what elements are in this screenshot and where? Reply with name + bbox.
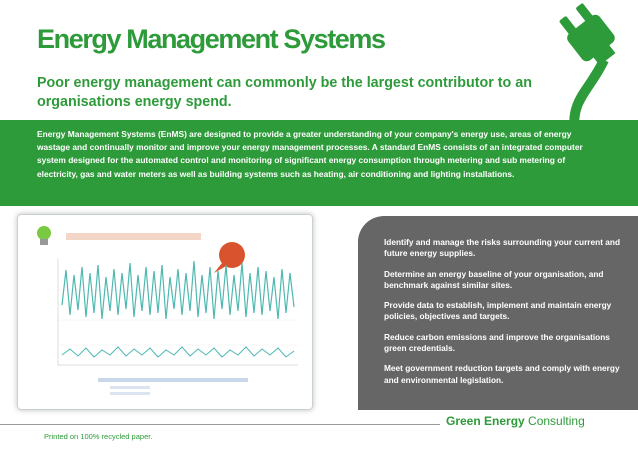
benefit-item: Reduce carbon emissions and improve the … <box>384 331 610 354</box>
note-bubble <box>214 242 245 273</box>
brand-bold: Green Energy <box>446 414 525 428</box>
benefits-list: Identify and manage the risks surroundin… <box>384 237 624 395</box>
energy-chart-card <box>17 214 313 410</box>
benefit-item: Meet government reduction targets and co… <box>384 363 620 385</box>
brand-rest: Consulting <box>524 414 585 428</box>
lightbulb-icon <box>37 226 51 245</box>
electric-plug-icon <box>559 3 616 132</box>
benefit-item: Determine an energy baseline of your org… <box>384 268 604 290</box>
energy-chart-image <box>37 226 298 395</box>
printed-note: Printed on 100% recycled paper. <box>44 432 153 441</box>
benefits-panel <box>358 216 638 410</box>
intro-band <box>0 120 638 206</box>
benefit-item: Provide data to establish, implement and… <box>384 300 612 322</box>
brand-name: Green Energy Consulting <box>446 414 585 428</box>
page-title: Energy Management Systems <box>37 24 386 54</box>
intro-text: Energy Management Systems (EnMS) are des… <box>37 129 583 179</box>
benefit-item: Identify and manage the risks surroundin… <box>384 237 621 259</box>
footer-divider <box>0 424 440 425</box>
page-subtitle: Poor energy management can commonly be t… <box>37 75 532 110</box>
